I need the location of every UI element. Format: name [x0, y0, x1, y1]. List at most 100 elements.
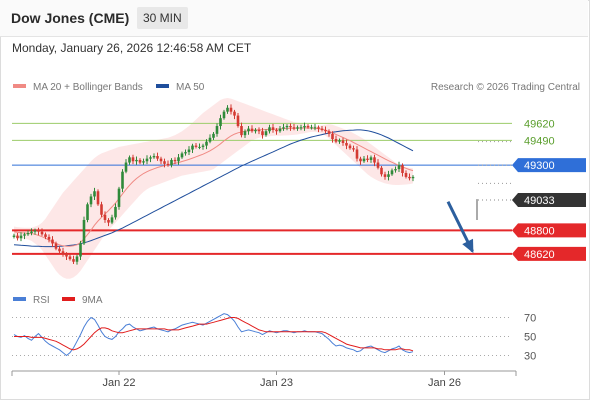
candle-body: [285, 126, 289, 128]
candle-body: [408, 176, 411, 179]
candle-body: [124, 162, 128, 172]
candle-body: [264, 131, 268, 136]
level-text: 49300: [524, 160, 555, 172]
candle-body: [19, 235, 23, 239]
candle-body: [156, 156, 159, 159]
legend-ma20-swatch: [13, 84, 26, 88]
candle-body: [282, 127, 285, 129]
level-text: 49490: [524, 135, 555, 147]
level-tag: [512, 193, 586, 208]
candle-body: [345, 142, 348, 146]
rsi-ma-line: [14, 317, 414, 352]
candle-body: [289, 126, 292, 128]
candle-body: [173, 159, 177, 162]
candle-body: [82, 219, 86, 244]
candle-body: [194, 145, 198, 147]
candle-body: [75, 256, 79, 262]
candle-body: [278, 128, 282, 132]
candle-body: [243, 131, 247, 136]
level-text: 49033: [524, 195, 555, 207]
candle-body: [26, 233, 30, 235]
candle-body: [411, 176, 415, 179]
candle-body: [212, 133, 215, 138]
interval-button[interactable]: 30 MIN: [137, 7, 188, 29]
level-text: 48800: [524, 225, 555, 237]
candle-body: [44, 234, 47, 237]
candle-body: [23, 234, 26, 236]
credit-text: Research © 2026 Trading Central: [431, 82, 580, 93]
candle-body: [390, 170, 394, 175]
candle-body: [177, 157, 180, 162]
candle-body: [327, 131, 331, 134]
candle-body: [117, 188, 121, 207]
candle-body: [51, 239, 54, 244]
candle-body: [380, 167, 383, 175]
candle-body: [138, 159, 142, 163]
candle-body: [355, 149, 359, 159]
candle-body: [268, 127, 271, 132]
candle-body: [187, 149, 191, 153]
candle-body: [142, 161, 145, 163]
candle-body: [247, 128, 250, 132]
candle-body: [254, 129, 257, 132]
candle-body: [131, 157, 135, 162]
level-text: 49620: [524, 118, 555, 130]
candle-body: [313, 127, 317, 129]
candle-body: [215, 126, 219, 134]
candle-body: [296, 127, 299, 129]
candle-body: [72, 259, 75, 262]
candle-body: [226, 107, 229, 112]
candle-body: [149, 157, 152, 159]
candle-body: [33, 230, 37, 232]
candle-body: [208, 137, 212, 142]
candle-body: [86, 204, 89, 220]
legend-ma50-label: MA 50: [176, 82, 205, 93]
candle-body: [205, 141, 208, 146]
candle-body: [152, 156, 156, 158]
x-tick-label: Jan 23: [260, 377, 293, 389]
candle-body: [54, 243, 58, 249]
level-label-49033: 49033: [512, 193, 586, 208]
candle-body: [369, 157, 373, 160]
candle-body: [310, 127, 313, 129]
legend-rsi-swatch: [13, 297, 26, 301]
candle-body: [394, 169, 397, 171]
candle-body: [261, 131, 264, 136]
candle-body: [376, 162, 380, 168]
candle-body: [96, 191, 100, 205]
candle-body: [37, 230, 40, 232]
candle-body: [103, 214, 107, 220]
candle-body: [89, 196, 93, 205]
candle-body: [163, 161, 166, 164]
level-text: 48620: [524, 249, 555, 261]
candle-body: [222, 111, 226, 119]
level-tag: [512, 158, 586, 173]
candle-body: [324, 129, 327, 132]
level-label-49300: 49300: [512, 158, 586, 173]
candle-body: [40, 231, 44, 235]
level-tag: [512, 246, 586, 261]
candle-body: [114, 206, 117, 218]
x-tick-label: Jan 26: [428, 377, 461, 389]
candle-body: [191, 145, 194, 150]
candle-body: [93, 191, 96, 197]
bollinger-band: [14, 98, 413, 279]
candle-body: [128, 157, 131, 163]
candle-body: [317, 127, 320, 129]
candle-body: [341, 140, 345, 143]
candle-body: [58, 248, 61, 252]
candle-body: [240, 126, 243, 136]
candle-body: [110, 217, 114, 223]
candle-body: [250, 128, 254, 132]
candle-body: [47, 236, 51, 240]
candle-body: [334, 139, 338, 142]
candle-body: [100, 204, 103, 215]
candle-body: [331, 133, 334, 140]
candle-body: [271, 127, 275, 130]
candle-body: [79, 243, 82, 257]
candle-body: [299, 127, 303, 129]
x-tick-label: Jan 22: [102, 377, 135, 389]
rsi-tick-label: 30: [524, 351, 536, 363]
legend-9ma-swatch: [62, 297, 75, 301]
level-label-48800: 48800: [512, 223, 586, 238]
